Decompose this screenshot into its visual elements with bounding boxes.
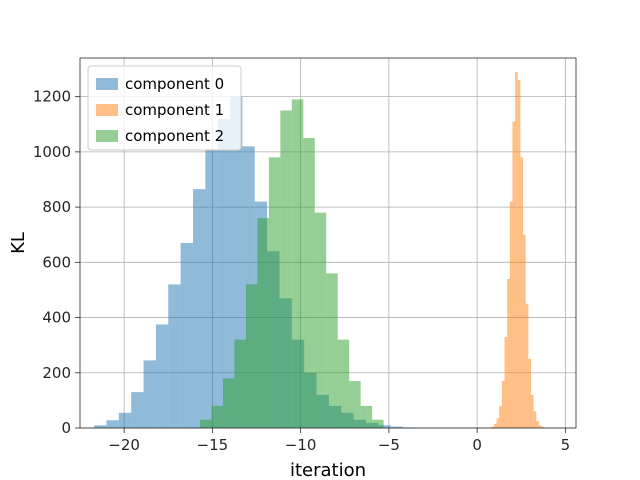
x-tick-label: −15 <box>197 436 229 454</box>
histogram-bar <box>501 381 505 428</box>
histogram-bar <box>541 426 545 428</box>
histogram-bar <box>512 121 516 429</box>
histogram-bar <box>360 405 373 428</box>
histogram-bar <box>496 418 500 428</box>
histogram-bar <box>515 71 518 428</box>
series-2 <box>200 99 384 429</box>
histogram-bar <box>528 358 531 428</box>
histogram-bar <box>280 110 292 429</box>
histogram-bar <box>268 157 281 428</box>
y-axis-ticks: 0 200 400 600 800 1000 1200 <box>33 88 80 437</box>
y-tick-label: 200 <box>42 364 71 382</box>
histogram-bar <box>257 218 269 428</box>
histogram-bar <box>536 421 539 428</box>
histogram-bar <box>131 392 144 428</box>
legend-swatch <box>96 130 118 142</box>
histogram-bar <box>517 80 521 429</box>
histogram-bar <box>143 360 156 428</box>
y-tick-label: 1200 <box>33 88 71 106</box>
histogram-bar <box>118 412 132 428</box>
y-tick-label: 600 <box>42 253 71 271</box>
histogram-bar <box>349 381 361 428</box>
legend-entry: component 0 <box>125 75 224 93</box>
histogram-bar <box>234 339 246 428</box>
y-tick-label: 400 <box>42 309 71 327</box>
x-tick-label: 0 <box>472 436 482 454</box>
legend-entry: component 2 <box>125 127 224 145</box>
histogram-bar <box>533 411 537 428</box>
legend: component 0 component 1 component 2 <box>87 65 242 151</box>
histogram-bar <box>192 189 206 428</box>
histogram-bar <box>538 425 542 428</box>
histogram-bar <box>314 212 327 428</box>
x-tick-label: −20 <box>108 436 140 454</box>
legend-entry: component 1 <box>125 101 224 119</box>
histogram-bar <box>205 149 218 429</box>
histogram-bar <box>504 336 508 428</box>
histogram-bar <box>525 303 529 428</box>
histogram-bar <box>245 284 258 428</box>
legend-box <box>87 65 242 151</box>
histogram-bar <box>493 423 497 428</box>
plot-frame <box>79 57 577 429</box>
histogram-bar <box>507 278 510 428</box>
legend-swatch <box>96 78 118 90</box>
histogram-bar <box>372 419 384 428</box>
y-tick-label: 800 <box>42 198 71 216</box>
histogram-bar <box>222 378 235 428</box>
histogram-bar <box>326 273 338 428</box>
histogram-bar <box>211 405 223 428</box>
histogram-bar <box>499 405 502 428</box>
x-tick-label: −5 <box>378 436 400 454</box>
x-axis-label: iteration <box>290 460 366 480</box>
y-tick-label: 1000 <box>33 143 71 161</box>
legend-swatch <box>96 104 118 116</box>
histogram-bar <box>180 243 193 428</box>
bars <box>94 71 545 429</box>
histogram-bar <box>155 324 169 428</box>
x-tick-label: −10 <box>285 436 317 454</box>
histogram-bar <box>291 99 304 428</box>
histogram-bar <box>168 284 181 428</box>
histogram-bar <box>378 425 391 428</box>
x-axis-ticks: −20 −15 −10 −5 0 5 <box>108 428 570 454</box>
histogram-bar <box>303 138 315 428</box>
histogram-bar <box>523 234 526 428</box>
histogram-bar <box>390 426 404 428</box>
y-tick-label: 0 <box>61 419 71 437</box>
histogram-bar <box>509 201 513 428</box>
histogram-bar <box>530 394 534 428</box>
histogram-bar <box>94 425 107 428</box>
x-tick-label: 5 <box>561 436 571 454</box>
series-1 <box>491 71 545 429</box>
histogram-bar <box>520 157 524 428</box>
histogram-bar <box>217 118 231 428</box>
y-axis-label: KL <box>8 232 29 254</box>
histogram-bar <box>106 420 119 428</box>
histogram-bar <box>200 419 212 428</box>
histogram-bar <box>491 426 494 428</box>
histogram-bar <box>337 339 350 428</box>
